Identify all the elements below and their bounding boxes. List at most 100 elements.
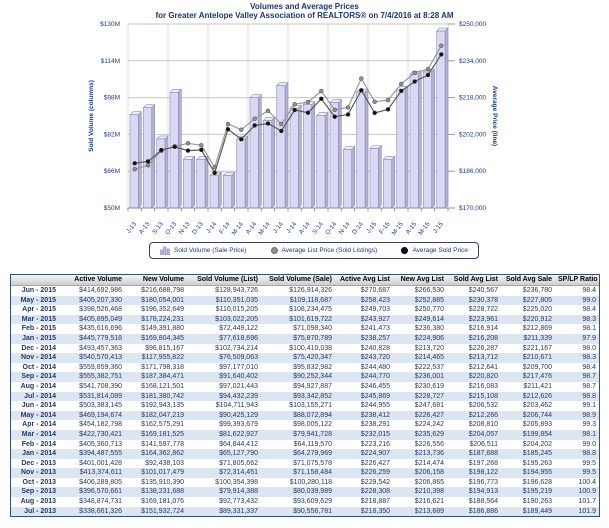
value-cell: $405,895,049 xyxy=(79,315,122,323)
value-cell: $238,291 xyxy=(360,421,390,429)
table-row: Aug - 2013 $348,874,731 $169,181,076 $92,77… xyxy=(11,497,599,507)
value-cell: $422,730,421 xyxy=(79,430,122,438)
value-cell: 98.9 xyxy=(582,411,596,419)
chart-legend: Sold Volume (Sale Price) Average List Pr… xyxy=(149,242,479,259)
x-axis-label: O-13 xyxy=(164,221,178,237)
value-cell: $541,708,390 xyxy=(79,382,122,390)
value-cell: $213,689 xyxy=(414,507,444,515)
value-cell: $101,619,722 xyxy=(289,315,332,323)
value-cell: $232,015 xyxy=(360,430,390,438)
value-cell: $90,252,344 xyxy=(293,373,332,381)
x-axis-label: F-15 xyxy=(378,221,392,236)
avg-list-price-marker xyxy=(345,105,351,110)
avg-sold-price-marker xyxy=(172,144,177,150)
avg-sold-price-marker xyxy=(345,112,351,117)
value-cell: 99.1 xyxy=(582,402,596,410)
value-cell: $445,779,518 xyxy=(79,334,122,342)
right-axis-tick: $170,000 xyxy=(459,205,486,212)
avg-list-price-marker xyxy=(279,121,284,127)
x-axis-label: F-14 xyxy=(218,221,232,236)
value-cell: $244,480 xyxy=(360,363,390,371)
bar-chart-icon xyxy=(160,246,170,255)
value-cell: $258,423 xyxy=(360,296,390,304)
month-cell: Feb - 2015 xyxy=(21,325,56,333)
x-axis-label: O-14 xyxy=(324,221,338,237)
value-cell: 97.9 xyxy=(582,334,596,342)
value-cell: $98,005,122 xyxy=(293,421,332,429)
value-cell: $117,955,822 xyxy=(141,354,184,362)
value-cell: $75,420,347 xyxy=(293,354,332,362)
value-cell: 98.7 xyxy=(582,373,596,381)
month-cell: Oct - 2013 xyxy=(22,478,56,486)
month-cell: Aug - 2013 xyxy=(20,498,56,506)
month-cell: Apr - 2014 xyxy=(22,421,56,429)
avg-list-price-marker xyxy=(319,88,324,94)
avg-sold-price-marker xyxy=(212,170,217,176)
value-cell: $247,681 xyxy=(414,402,444,410)
value-cell: $216,688,798 xyxy=(141,287,184,294)
value-cell: $413,374,611 xyxy=(79,469,122,477)
x-axis-label: N-13 xyxy=(178,221,192,236)
month-cell: Mar - 2014 xyxy=(21,430,56,438)
avg-sold-price-marker xyxy=(132,161,137,166)
value-cell: $216,083 xyxy=(468,382,498,390)
value-cell: $138,231,688 xyxy=(141,488,184,496)
value-cell: $394,487,555 xyxy=(79,450,122,458)
value-cell: 98.4 xyxy=(582,306,596,314)
value-cell: 101.7 xyxy=(578,498,596,506)
value-cell: $503,383,145 xyxy=(79,402,122,410)
value-cell: $216,621 xyxy=(414,498,444,506)
table-row: Apr - 2015 $398,526,468 $196,352,649 $110,0… xyxy=(11,305,599,315)
value-cell: $100,354,398 xyxy=(215,478,258,486)
value-cell: $401,001,428 xyxy=(79,459,122,467)
value-cell: $210,398 xyxy=(414,488,444,496)
avg-sold-price-marker xyxy=(185,148,191,153)
x-axis-label: J-14 xyxy=(285,221,298,235)
value-cell: $228,308 xyxy=(360,488,390,496)
value-cell: $266,530 xyxy=(414,287,444,294)
value-cell: $80,039,989 xyxy=(293,488,332,496)
value-cell: $149,391,880 xyxy=(141,325,184,333)
avg-list-price-marker xyxy=(425,66,431,72)
table-head: Active Volume New Volume Sold Volume (List… xyxy=(11,275,599,286)
avg-list-price-marker xyxy=(145,163,151,168)
value-cell: $435,616,696 xyxy=(79,325,122,333)
month-cell: May - 2014 xyxy=(20,411,56,419)
value-cell: $95,832,982 xyxy=(293,363,332,371)
table-row: Sep - 2014 $555,382,751 $187,384,471 $91,64… xyxy=(11,372,599,382)
value-cell: $195,263 xyxy=(522,459,552,467)
value-cell: 99.5 xyxy=(582,459,596,467)
column-header: Active Volume xyxy=(59,275,125,286)
month-cell: Feb - 2014 xyxy=(21,440,56,448)
avg-list-price-marker xyxy=(225,121,231,127)
value-cell: $469,194,674 xyxy=(79,411,122,419)
table-row: Oct - 2013 $406,289,805 $135,910,390 $100,3… xyxy=(11,477,599,488)
x-axis-label: S-13 xyxy=(151,221,165,236)
stats-table: Active Volume New Volume Sold Volume (List… xyxy=(11,275,599,517)
value-cell: $94,432,239 xyxy=(219,392,258,400)
value-cell: $101,017,479 xyxy=(141,469,184,477)
value-cell: $97,177,010 xyxy=(219,363,258,371)
value-cell: 98.3 xyxy=(582,315,596,323)
column-header: Sold Volume (List) xyxy=(187,275,261,286)
value-cell: $169,804,345 xyxy=(141,334,184,342)
avg-list-price-marker xyxy=(252,116,257,121)
x-axis-label: M-15 xyxy=(417,221,432,237)
volume-bar xyxy=(315,111,329,209)
value-cell: $128,943,726 xyxy=(215,287,258,294)
left-axis-tick: $130M xyxy=(100,21,120,28)
value-cell: $228,727 xyxy=(414,392,444,400)
value-cell: $110,015,205 xyxy=(215,306,258,314)
month-cell: Nov - 2013 xyxy=(20,469,56,477)
month-cell: Jul - 2014 xyxy=(24,392,56,400)
table-row: Sep - 2013 $396,570,661 $138,231,688 $79,91… xyxy=(11,487,599,498)
month-cell: Jan - 2014 xyxy=(22,450,56,458)
value-cell: $206,865 xyxy=(414,478,444,486)
left-axis-title: Sold Volume (columns) xyxy=(88,80,95,152)
legend-label-avg-list: Average List Price (Sold Listings) xyxy=(281,247,378,254)
avg-sold-price-marker xyxy=(385,107,391,112)
table-row: Jul - 2014 $531,814,089 $181,380,742 $94,43… xyxy=(11,391,599,402)
value-cell: $88,072,894 xyxy=(293,411,332,419)
x-axis-label: S-14 xyxy=(311,221,325,236)
legend-item-avg-list: Average List Price (Sold Listings) xyxy=(270,247,378,254)
